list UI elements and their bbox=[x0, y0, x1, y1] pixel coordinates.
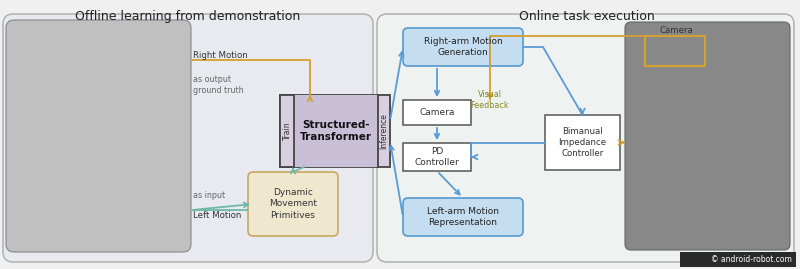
Text: Bimanual
Impedance
Controller: Bimanual Impedance Controller bbox=[558, 127, 606, 158]
FancyBboxPatch shape bbox=[6, 20, 191, 252]
Bar bbox=[680, 252, 796, 267]
Bar bbox=[545, 115, 620, 170]
Text: as output
ground truth: as output ground truth bbox=[193, 75, 244, 95]
Text: Dynamic
Movement
Primitives: Dynamic Movement Primitives bbox=[269, 188, 317, 220]
Text: Visual
Feedback: Visual Feedback bbox=[470, 90, 510, 110]
Bar bbox=[378, 95, 390, 167]
Bar bbox=[280, 95, 378, 167]
Text: Left Motion: Left Motion bbox=[193, 211, 242, 220]
Text: Inference: Inference bbox=[379, 113, 389, 149]
Text: Right-arm Motion
Generation: Right-arm Motion Generation bbox=[424, 37, 502, 57]
FancyBboxPatch shape bbox=[3, 14, 373, 262]
Text: as input: as input bbox=[193, 190, 225, 200]
FancyBboxPatch shape bbox=[403, 28, 523, 66]
Text: Online task execution: Online task execution bbox=[519, 10, 655, 23]
Bar bbox=[280, 95, 294, 167]
Text: Camera: Camera bbox=[659, 26, 693, 35]
Bar bbox=[403, 143, 471, 171]
Text: Structured-
Transformer: Structured- Transformer bbox=[300, 120, 372, 142]
FancyBboxPatch shape bbox=[403, 198, 523, 236]
Text: Camera: Camera bbox=[419, 108, 454, 117]
Text: Offline learning from demonstration: Offline learning from demonstration bbox=[75, 10, 301, 23]
Text: Right Motion: Right Motion bbox=[193, 51, 248, 59]
Bar bbox=[403, 100, 471, 125]
Bar bbox=[294, 95, 378, 167]
FancyBboxPatch shape bbox=[248, 172, 338, 236]
Text: © android-robot.com: © android-robot.com bbox=[711, 254, 792, 264]
Bar bbox=[645, 36, 705, 66]
Text: Left-arm Motion
Representation: Left-arm Motion Representation bbox=[427, 207, 499, 227]
FancyBboxPatch shape bbox=[625, 22, 790, 250]
Text: PD
Controller: PD Controller bbox=[414, 147, 459, 167]
Text: Train: Train bbox=[282, 122, 291, 140]
FancyBboxPatch shape bbox=[377, 14, 794, 262]
FancyBboxPatch shape bbox=[381, 18, 790, 256]
